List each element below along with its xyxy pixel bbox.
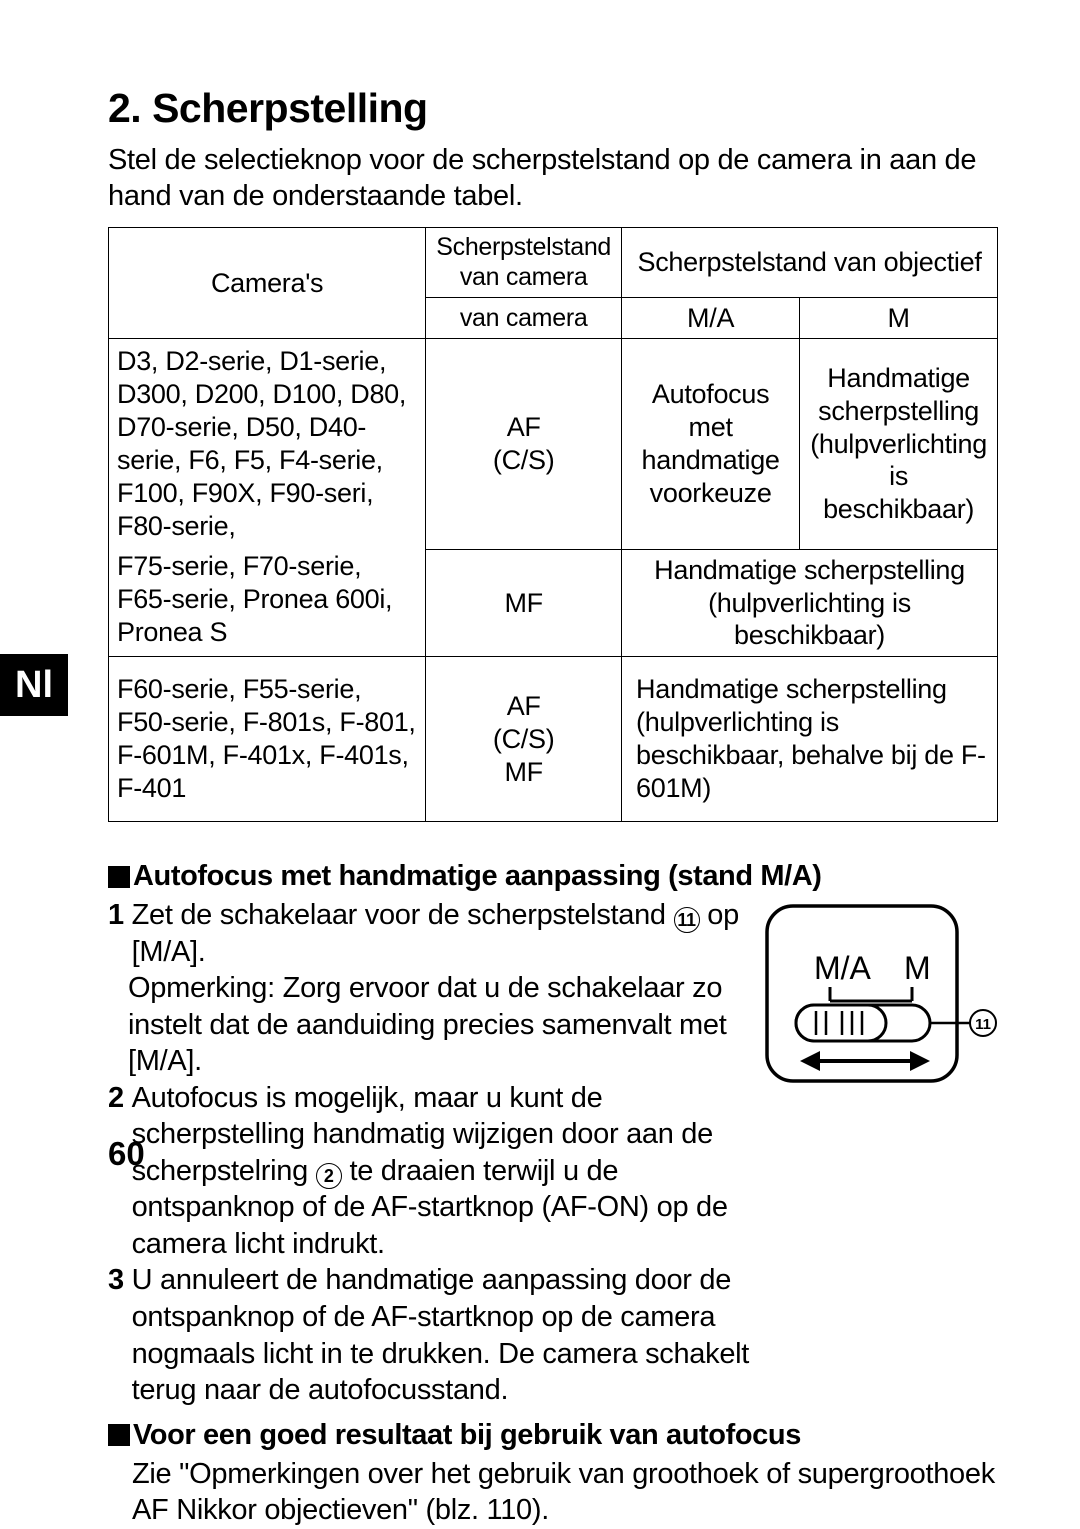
language-tab: Nl xyxy=(0,654,68,716)
th-ma: M/A xyxy=(622,297,800,339)
th-cameras: Camera's xyxy=(109,227,426,339)
circled-11-icon: 11 xyxy=(674,907,700,933)
th-camera-mode: Scherpstelstand van camera xyxy=(426,227,622,297)
switch-svg-icon: M/A M 11 xyxy=(762,901,998,1087)
page-heading: 2. Scherpstelling xyxy=(108,85,998,132)
bullet-square-icon xyxy=(108,866,130,888)
cell-cameras-1a: D3, D2-serie, D1-serie, D300, D200, D100… xyxy=(109,339,426,549)
step1-body: Zet de schakelaar voor de scherpstelstan… xyxy=(132,897,750,970)
focus-mode-table: Camera's Scherpstelstand van camera Sche… xyxy=(108,227,998,823)
cell-ma-1: Autofocus met handmatige voorkeuze xyxy=(622,339,800,549)
section2-title: Voor een goed resultaat bij gebruik van … xyxy=(108,1419,998,1452)
cell-cameras-2: F60-serie, F55-serie, F50-serie, F-801s,… xyxy=(109,657,426,822)
cell-mode-1a: AF (C/S) xyxy=(426,339,622,549)
steps-list: 1 Zet de schakelaar voor de scherpstelst… xyxy=(108,897,750,1408)
diag-label-ma: M/A xyxy=(814,950,872,986)
diag-label-m: M xyxy=(904,950,931,986)
diag-callout-11: 11 xyxy=(975,1016,991,1033)
step3-body: U annuleert de handmatige aanpassing doo… xyxy=(132,1262,750,1408)
step1-note: Opmerking: Zorg ervoor dat u de schakela… xyxy=(128,970,750,1080)
section1-title: Autofocus met handmatige aanpassing (sta… xyxy=(108,860,998,893)
bullet-square-icon xyxy=(108,1424,130,1446)
th-m: M xyxy=(800,297,998,339)
cell-mode-2: AF (C/S) MF xyxy=(426,657,622,822)
step2-body: Autofocus is mogelijk, maar u kunt de sc… xyxy=(132,1080,750,1263)
th-lens-mode: Scherpstelstand van objectief xyxy=(622,227,998,297)
section1-title-text: Autofocus met handmatige aanpassing (sta… xyxy=(133,860,822,893)
circled-2-icon: 2 xyxy=(316,1163,342,1189)
step-spacer xyxy=(108,970,128,1080)
section2-title-text: Voor een goed resultaat bij gebruik van … xyxy=(133,1419,801,1452)
cell-m-1: Handmatige scherpstelling (hulpverlichti… xyxy=(800,339,998,549)
cell-cameras-1b: F75-serie, F70-serie, F65-serie, Pronea … xyxy=(109,549,426,657)
switch-diagram: M/A M 11 xyxy=(762,901,998,1092)
step-num-3: 3 xyxy=(108,1262,132,1408)
page-number: 60 xyxy=(108,1135,145,1173)
intro-text: Stel de selectieknop voor de scherpstels… xyxy=(108,142,998,215)
section2-text: Zie "Opmerkingen over het gebruik van gr… xyxy=(108,1456,998,1529)
step1-pre: Zet de schakelaar voor de scherpstelstan… xyxy=(132,899,674,931)
step-num-1: 1 xyxy=(108,897,132,970)
cell-merged-2: Handmatige scherpstelling (hulpverlichti… xyxy=(622,657,998,822)
note-label: Opmerking: xyxy=(128,972,283,1004)
cell-mode-1b: MF xyxy=(426,549,622,657)
th-sub-van-camera: van camera xyxy=(426,297,622,339)
cell-merged-1b: Handmatige scherpstelling (hulpverlichti… xyxy=(622,549,998,657)
